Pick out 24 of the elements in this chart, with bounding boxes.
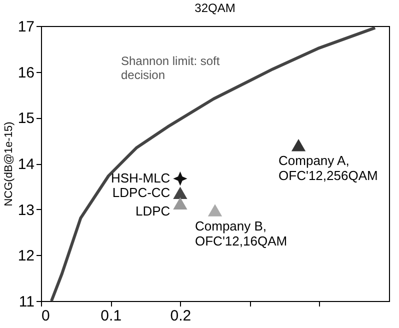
series-label: LDPC-CC [112, 184, 170, 200]
x-tick-label: 0.1 [100, 308, 122, 324]
point [291, 139, 306, 152]
y-tick-label: 17 [18, 18, 34, 36]
y-tick-label: 15 [18, 110, 34, 128]
line-series [50, 26, 377, 302]
y-tick-label: 13 [18, 202, 34, 219]
series-label: Company B, OFC'12,16QAM [195, 218, 288, 248]
y-axis-title: NCG(dB@1e-15) [2, 122, 15, 206]
annotation: Shannon limit: soft decision [121, 54, 220, 82]
point [173, 197, 188, 210]
y-tick-label: 16 [18, 64, 34, 82]
series-label: HSH-MLC [110, 170, 170, 186]
y-tick-label: 12 [18, 248, 34, 265]
y-tick-label: 11 [18, 294, 34, 310]
point [173, 172, 188, 186]
point [173, 186, 188, 199]
chart-title: 32QAM [194, 1, 236, 15]
x-tick-label: 0 [42, 308, 50, 324]
point [208, 204, 222, 216]
series-label: Company A, OFC'12,256QAM [278, 153, 378, 184]
x-tick-label: 0.2 [170, 308, 192, 324]
series-label: LDPC [136, 203, 170, 218]
y-tick-label: 14 [18, 156, 34, 173]
